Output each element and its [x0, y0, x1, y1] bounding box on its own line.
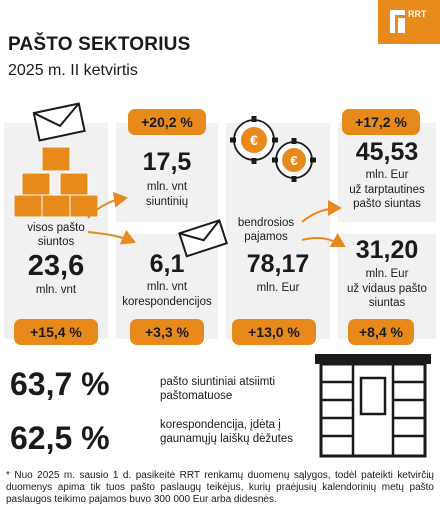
parcels-label: siuntinių — [145, 196, 189, 208]
rrt-logo: RRT — [378, 0, 440, 44]
euro-gears-icon: € € — [230, 116, 316, 182]
logo-text: RRT — [408, 9, 427, 19]
domestic-value: 31,20 — [355, 236, 419, 264]
change-badge-intl: +17,2 % — [342, 109, 420, 135]
intl-unit: mln. Eur — [365, 169, 409, 181]
arrow-to-parcels — [87, 191, 128, 219]
rrt-logo-mark: RRT — [390, 9, 427, 33]
boxes-icon — [13, 146, 99, 218]
arrows — [87, 191, 346, 247]
footnote: * Nuo 2025 m. sausio 1 d. pasikeitė RRT … — [6, 470, 434, 505]
arrow-to-domestic — [301, 233, 346, 247]
revenue-label: bendrosios pajamos — [237, 217, 295, 243]
total-parcels-unit: mln. vnt — [35, 284, 77, 296]
share-parcel-lockers-value: 63,7 % — [10, 366, 110, 402]
svg-text:€: € — [250, 132, 258, 148]
share-mailboxes-value: 62,5 % — [10, 420, 110, 456]
share-mailboxes-label: korespondencija, įdėta į gaunamųjų laišk… — [160, 419, 293, 445]
change-badge-revenue: +13,0 % — [232, 319, 316, 345]
arrow-to-intl — [301, 200, 342, 223]
page-title: PAŠTO SEKTORIUS — [8, 34, 191, 55]
change-badge-correspondence: +3,3 % — [130, 319, 204, 345]
correspondence-unit: mln. vnt — [146, 281, 188, 293]
revenue-value: 78,17 — [246, 250, 310, 278]
card-intl-revenue — [338, 123, 436, 222]
letter-icon — [178, 219, 228, 258]
parcel-locker-icon — [315, 354, 431, 458]
page-subtitle: 2025 m. II ketvirtis — [8, 62, 138, 79]
parcels-unit: mln. vnt — [146, 181, 188, 193]
arrow-to-correspondence — [87, 229, 136, 245]
card-parcels — [116, 123, 218, 222]
change-badge-parcels: +20,2 % — [128, 109, 206, 135]
revenue-unit: mln. Eur — [256, 282, 300, 294]
correspondence-value: 6,1 — [149, 250, 185, 278]
svg-text:€: € — [290, 153, 297, 168]
change-badge-domestic: +8,4 % — [348, 319, 414, 345]
intl-label: už tarptautines pašto siuntas — [349, 184, 425, 210]
correspondence-label: korespondencijos — [122, 296, 212, 308]
envelope-icon — [32, 102, 86, 142]
total-parcels-label: visos pašto siuntos — [27, 222, 85, 248]
parcels-value: 17,5 — [142, 148, 192, 176]
intl-value: 45,53 — [355, 138, 419, 166]
domestic-unit: mln. Eur — [365, 268, 409, 280]
total-parcels-value: 23,6 — [27, 250, 85, 282]
domestic-label: už vidaus pašto siuntas — [347, 283, 427, 309]
change-badge-total: +15,4 % — [14, 319, 98, 345]
share-parcel-lockers-label: pašto siuntiniai atsiimti paštomatuose — [160, 376, 276, 402]
